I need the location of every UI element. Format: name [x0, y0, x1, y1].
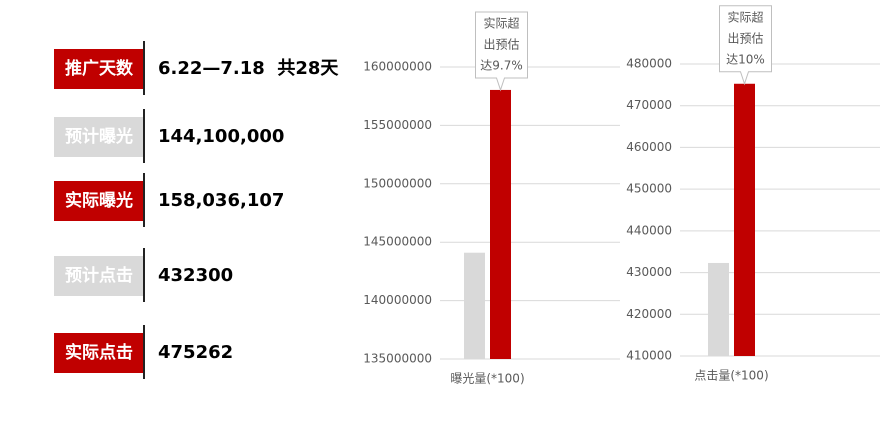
y-tick-label: 450000	[626, 182, 672, 196]
divider	[143, 248, 145, 302]
y-tick-label: 420000	[626, 307, 672, 321]
stat-label: 预计曝光	[54, 117, 144, 157]
stat-label: 预计点击	[54, 256, 144, 296]
stat-value: 432300	[158, 265, 234, 286]
stat-label: 推广天数	[54, 49, 144, 89]
y-tick-label: 440000	[626, 223, 672, 237]
callout-text: 出预估	[727, 31, 763, 45]
y-tick-label: 150000000	[363, 176, 432, 190]
callout-text: 实际超	[483, 15, 519, 30]
divider	[143, 109, 145, 163]
x-axis-label: 点击量(*100)	[694, 369, 768, 383]
x-axis-label: 曝光量(*100)	[450, 372, 524, 386]
y-tick-label: 155000000	[363, 118, 432, 132]
callout-text: 达9.7%	[480, 58, 523, 72]
divider	[143, 173, 145, 227]
y-tick-label: 135000000	[363, 352, 432, 366]
stat-value: 158,036,107	[158, 190, 285, 211]
y-tick-label: 470000	[626, 98, 672, 112]
y-tick-label: 480000	[626, 57, 672, 71]
y-tick-label: 430000	[626, 265, 672, 279]
y-tick-label: 460000	[626, 140, 672, 154]
y-tick-label: 145000000	[363, 235, 432, 249]
stat-value: 144,100,000	[158, 126, 285, 147]
callout-text: 实际超	[727, 9, 763, 24]
bar	[464, 252, 485, 359]
y-tick-label: 410000	[626, 349, 672, 363]
stat-label: 实际点击	[54, 333, 144, 373]
y-tick-label: 140000000	[363, 293, 432, 307]
callout	[475, 11, 528, 92]
callout-text: 达10%	[726, 52, 765, 66]
stat-value: 475262	[158, 342, 234, 363]
bar	[708, 262, 729, 356]
divider	[143, 41, 145, 95]
bar	[490, 89, 511, 360]
bar	[734, 83, 755, 357]
callout	[719, 5, 772, 86]
y-tick-label: 160000000	[363, 60, 432, 74]
callout-text: 出预估	[483, 37, 519, 51]
stat-label: 实际曝光	[54, 181, 144, 221]
divider	[143, 325, 145, 379]
stat-value: 6.22—7.18 共28天	[158, 58, 339, 79]
